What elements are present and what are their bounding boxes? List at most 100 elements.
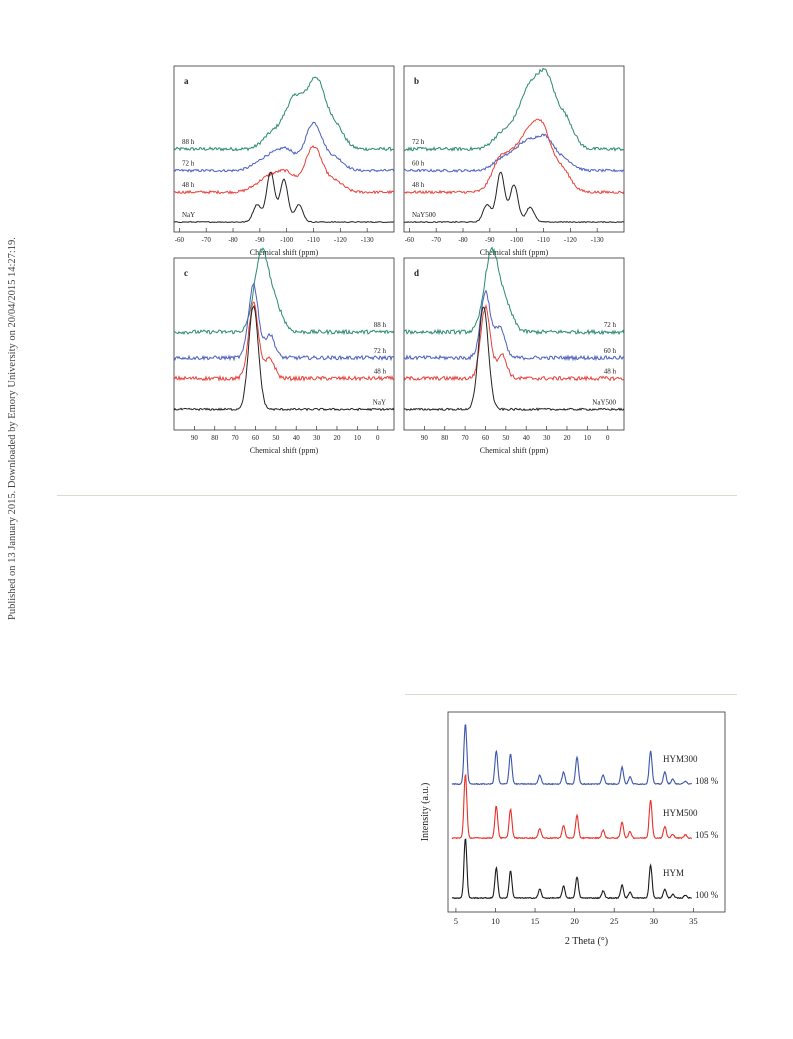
x-tick-label: 80: [441, 434, 449, 442]
series-label: 48 h: [604, 367, 617, 375]
panel-label: a: [184, 76, 189, 86]
x-axis-label: Chemical shift (ppm): [250, 248, 319, 257]
series-line-72-h: [173, 121, 395, 173]
series-label: 72 h: [182, 160, 195, 168]
series-line-60-h: [403, 133, 625, 173]
nmr-panel-a: a -60 -70 -80 -90 -100 -110 -120 -130 Chemical sh…: [173, 65, 395, 257]
xrd-figure: 5 10 15 20 25 30 35 2 Theta (°) Intensity (a.u.)…: [410, 708, 735, 963]
nmr-panel-d: d 90 80 70 60 50 40 30 20 10 0 Chemical shift (ppm)…: [403, 246, 625, 455]
series-line-NaY: [173, 304, 395, 412]
series-label: 60 h: [604, 347, 617, 355]
nmr-figure-svg: a -60 -70 -80 -90 -100 -110 -120 -130 Chemical sh…: [173, 65, 625, 455]
x-tick-label: 60: [252, 434, 260, 442]
crystallinity-label: 100 %: [695, 890, 719, 900]
panel-label: c: [184, 268, 188, 278]
plot-frame: [447, 711, 726, 913]
x-tick-label: 20: [570, 916, 579, 926]
series-label: 60 h: [412, 160, 425, 168]
series-line-88-h: [173, 76, 395, 152]
series-label: HYM500: [663, 808, 698, 818]
divider-right: [405, 694, 737, 695]
panel-label: d: [414, 268, 419, 278]
series-line-48-h: [403, 118, 625, 195]
series-label: 48 h: [412, 181, 425, 189]
x-axis-label: 2 Theta (°): [565, 936, 608, 947]
x-tick-label: -120: [334, 236, 347, 244]
series-line-48-h: [173, 301, 395, 382]
x-tick-label: 35: [689, 916, 698, 926]
nmr-figure: a -60 -70 -80 -90 -100 -110 -120 -130 Chemical sh…: [168, 62, 628, 462]
x-tick-label: 70: [232, 434, 240, 442]
series-line-HYM300: [451, 724, 693, 786]
crystallinity-label: 108 %: [695, 776, 719, 786]
x-axis-label: Chemical shift (ppm): [480, 446, 549, 455]
series-line-HYM: [451, 838, 692, 900]
series-line-72-h: [404, 246, 625, 336]
x-tick-label: 20: [333, 434, 341, 442]
nmr-panel-c: c 90 80 70 60 50 40 30 20 10 0 Chemical shift (ppm)…: [173, 247, 395, 455]
crystallinity-label: 105 %: [695, 830, 719, 840]
panel-frame: [173, 257, 395, 431]
x-tick-label: 30: [313, 434, 321, 442]
series-line-NaY: [173, 171, 394, 224]
series-label: 72 h: [374, 347, 387, 355]
x-tick-label: 50: [272, 434, 280, 442]
series-label: NaY500: [412, 211, 436, 219]
x-tick-label: -70: [202, 236, 212, 244]
x-tick-label: -100: [280, 236, 293, 244]
series-label: HYM300: [663, 754, 698, 764]
x-tick-label: -130: [591, 236, 604, 244]
x-tick-label: 15: [531, 916, 540, 926]
x-tick-label: 40: [293, 434, 301, 442]
x-tick-label: 20: [563, 434, 571, 442]
x-tick-label: 80: [211, 434, 219, 442]
nmr-panel-b: b -60 -70 -80 -90 -100 -110 -120 -130 Chemical sh…: [403, 65, 625, 257]
x-tick-label: -90: [255, 236, 265, 244]
x-tick-label: 10: [584, 434, 592, 442]
x-tick-label: -60: [405, 236, 415, 244]
series-line-NaY500: [403, 171, 625, 224]
x-tick-label: -80: [228, 236, 238, 244]
series-line-48-h: [403, 303, 625, 382]
x-tick-label: 0: [376, 434, 380, 442]
series-label: 48 h: [182, 181, 195, 189]
x-tick-label: 10: [354, 434, 362, 442]
series-line-88-h: [173, 247, 395, 336]
y-axis-label: Intensity (a.u.): [420, 783, 431, 842]
series-label: NaY500: [592, 398, 616, 406]
x-tick-label: -100: [510, 236, 523, 244]
panel-label: b: [414, 76, 419, 86]
x-tick-label: 30: [650, 916, 659, 926]
x-tick-label: -130: [361, 236, 374, 244]
xrd-chart: 5 10 15 20 25 30 35 2 Theta (°) Intensity (a.u.)…: [420, 711, 726, 947]
xrd-figure-svg: 5 10 15 20 25 30 35 2 Theta (°) Intensity (a.u.)…: [420, 711, 726, 947]
x-tick-label: 90: [421, 434, 429, 442]
x-tick-label: -110: [537, 236, 550, 244]
series-label: 72 h: [604, 321, 617, 329]
divider-top: [57, 495, 737, 496]
series-line-72-h: [403, 67, 625, 152]
panel-frame: [403, 257, 625, 431]
x-tick-label: -110: [307, 236, 320, 244]
x-tick-label: -90: [485, 236, 495, 244]
x-tick-label: 5: [454, 916, 458, 926]
x-tick-label: -120: [564, 236, 577, 244]
x-tick-label: 70: [462, 434, 470, 442]
panel-frame: [403, 65, 625, 233]
x-tick-label: 0: [606, 434, 610, 442]
x-tick-label: 90: [191, 434, 199, 442]
x-tick-label: 50: [502, 434, 510, 442]
x-tick-label: 30: [543, 434, 551, 442]
x-tick-label: 10: [491, 916, 500, 926]
series-label: 88 h: [182, 138, 195, 146]
series-line-60-h: [403, 289, 625, 362]
series-label: NaY: [373, 398, 386, 406]
series-label: 72 h: [412, 138, 425, 146]
series-label: 88 h: [374, 321, 387, 329]
series-line-48-h: [173, 144, 395, 195]
series-line-HYM500: [451, 773, 692, 840]
x-axis-label: Chemical shift (ppm): [250, 446, 319, 455]
x-tick-label: 60: [482, 434, 490, 442]
publication-note: Published on 13 January 2015. Downloaded…: [7, 237, 18, 620]
x-axis-label: Chemical shift (ppm): [480, 248, 549, 257]
